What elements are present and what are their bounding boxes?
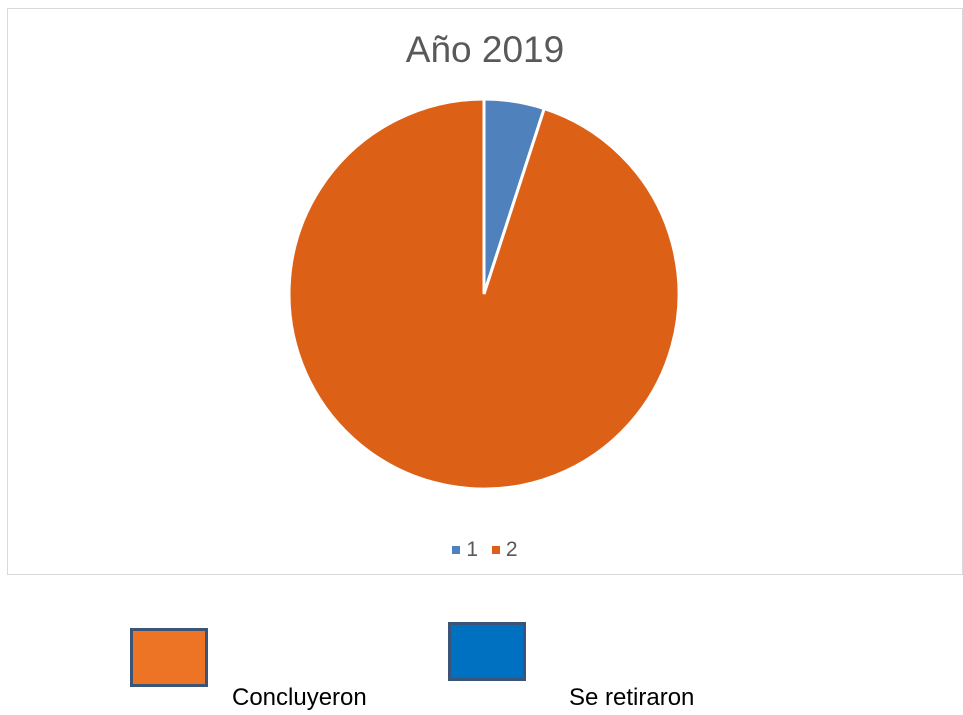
se-retiraron-label: Se retiraron (569, 684, 695, 711)
concluyeron-label: Concluyeron (232, 684, 367, 711)
legend-swatch-1 (452, 546, 461, 554)
legend-swatch-2 (491, 546, 500, 554)
legend-label-1: 1 (466, 538, 479, 561)
legend-label-2: 2 (505, 538, 518, 561)
legend-item-1: 1 (452, 538, 478, 562)
chart-title: Año 2019 (405, 29, 565, 70)
legend-item-2: 2 (491, 538, 518, 562)
pie-chart (287, 97, 681, 491)
chart-legend: 1 2 (8, 536, 962, 562)
pie-slice-2 (287, 97, 681, 491)
concluyeron-swatch (130, 628, 208, 687)
chart-frame: Año 2019 1 2 (7, 8, 963, 575)
se-retiraron-swatch (448, 622, 526, 681)
